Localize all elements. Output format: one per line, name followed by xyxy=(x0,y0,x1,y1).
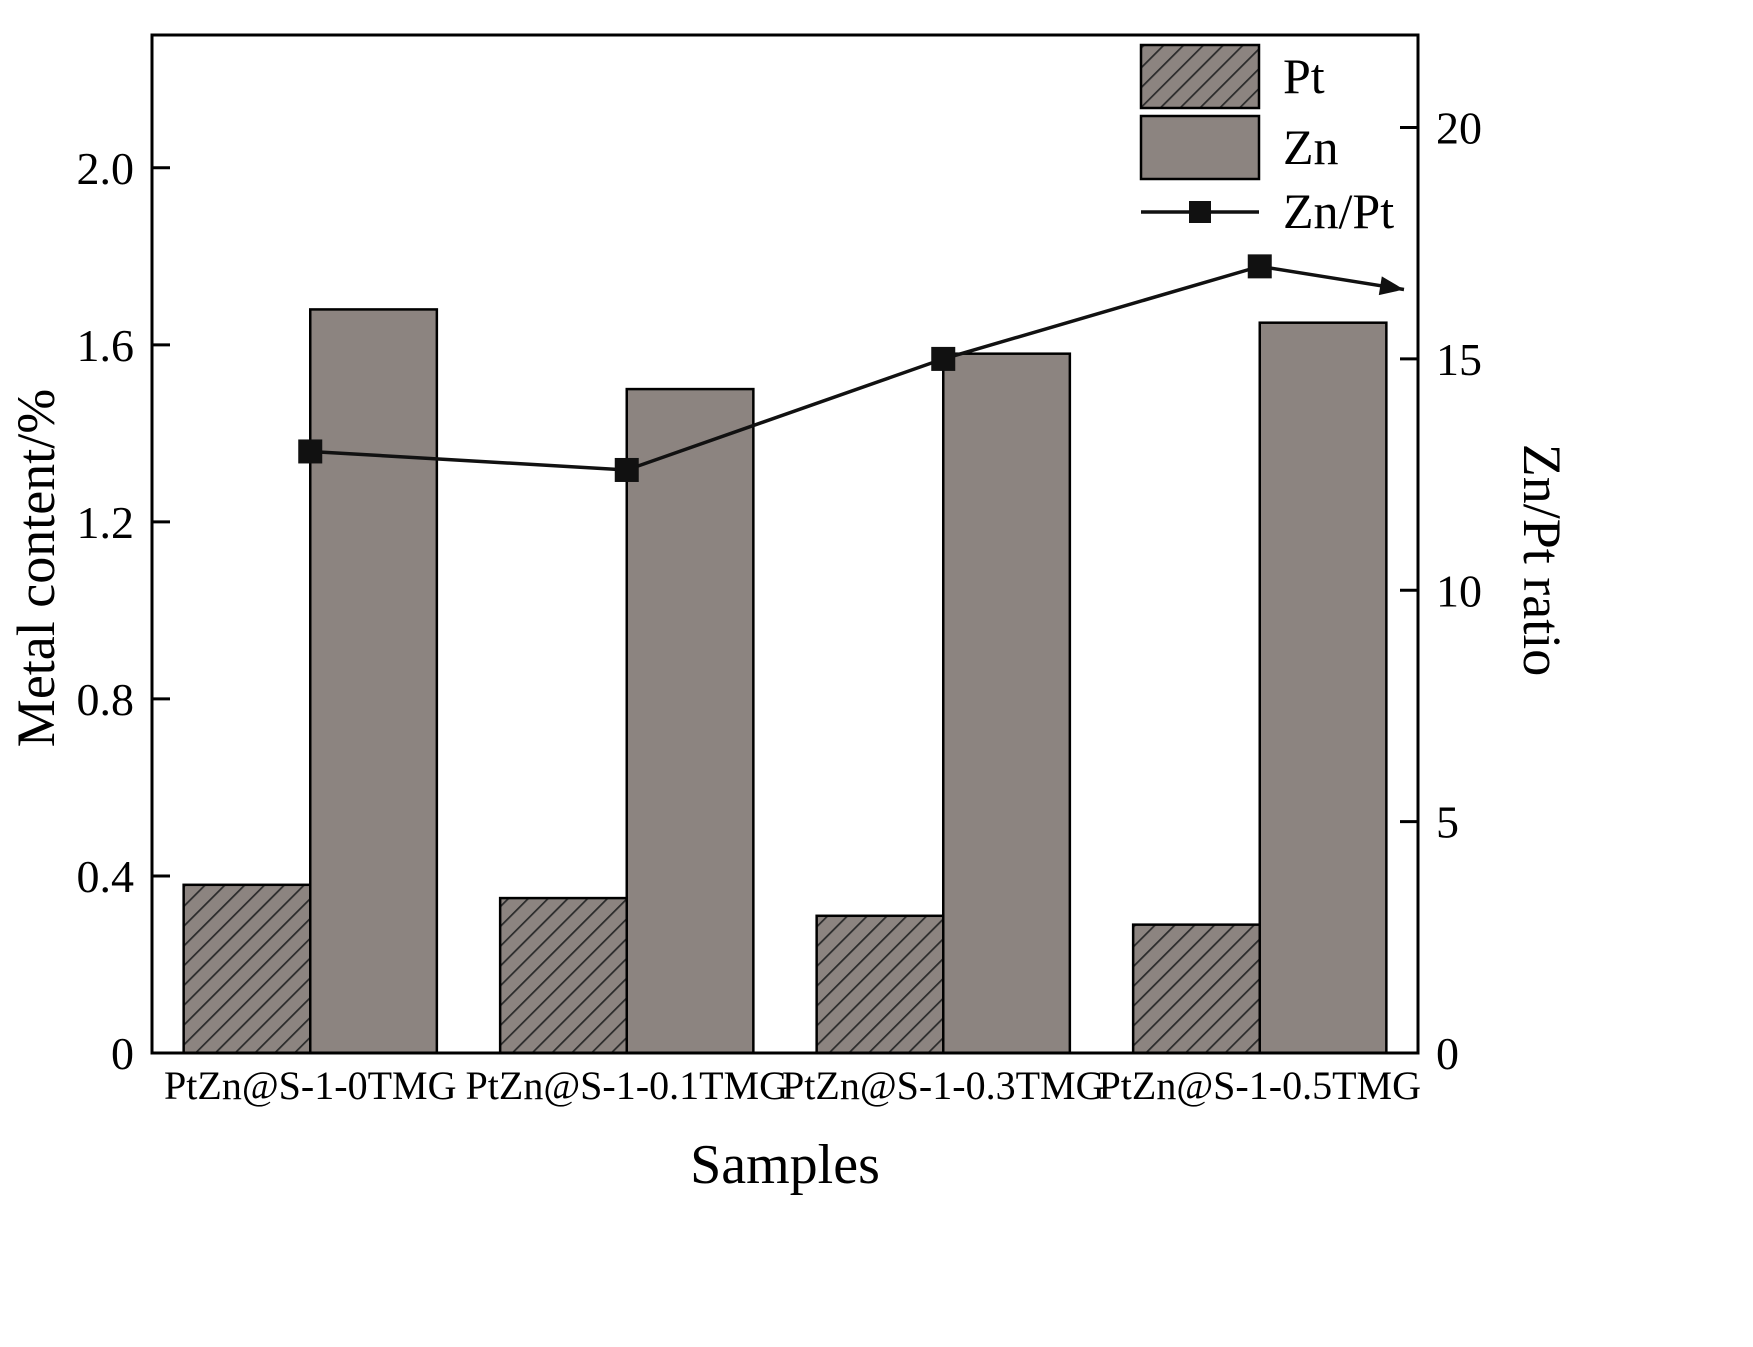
legend-label-pt: Pt xyxy=(1283,48,1325,104)
left-tick-label: 1.6 xyxy=(77,320,135,371)
bar-zn-0 xyxy=(309,308,439,1055)
znpt-marker-2 xyxy=(931,346,956,371)
znpt-marker-0 xyxy=(298,439,323,464)
znpt-marker-3 xyxy=(1247,254,1272,279)
right-tick-label: 10 xyxy=(1436,565,1482,616)
left-tick-label: 1.2 xyxy=(77,497,135,548)
right-tick-label: 0 xyxy=(1436,1028,1459,1079)
x-tick-label-1: PtZn@S-1-0.1TMG xyxy=(466,1063,788,1108)
bar-pt-3 xyxy=(1131,923,1262,1055)
legend-label-zn-pt: Zn/Pt xyxy=(1283,183,1394,239)
bar-pt-1 xyxy=(498,896,628,1055)
bar-pt-2 xyxy=(815,914,945,1055)
znpt-line xyxy=(310,264,1405,472)
legend-marker-znpt xyxy=(1189,201,1211,223)
bar-pt-0 xyxy=(182,883,312,1055)
left-axis-title: Metal content/% xyxy=(6,388,66,748)
left-tick-label: 0.8 xyxy=(77,674,135,725)
legend-swatch-pt xyxy=(1139,43,1261,110)
left-tick-label: 0.4 xyxy=(77,851,135,902)
znpt-arrow-head xyxy=(1378,276,1404,296)
x-tick-label-0: PtZn@S-1-0TMG xyxy=(164,1063,456,1108)
left-tick-label: 0 xyxy=(111,1028,134,1079)
x-axis-title: Samples xyxy=(690,1134,880,1196)
legend-label-zn: Zn xyxy=(1283,119,1339,175)
bar-zn-2 xyxy=(942,352,1072,1055)
right-tick-label: 20 xyxy=(1436,103,1482,154)
legend-swatch-zn xyxy=(1139,114,1261,181)
left-tick-label: 2.0 xyxy=(77,143,135,194)
right-tick-label: 5 xyxy=(1436,797,1459,848)
plot-frame xyxy=(150,33,1420,1055)
bar-zn-1 xyxy=(625,387,755,1055)
right-axis-title: Zn/Pt ratio xyxy=(1512,443,1572,677)
x-tick-label-3: PtZn@S-1-0.5TMG xyxy=(1099,1063,1421,1108)
znpt-marker-1 xyxy=(614,457,639,482)
x-tick-label-2: PtZn@S-1-0.3TMG xyxy=(782,1063,1104,1108)
right-tick-label: 15 xyxy=(1436,334,1482,385)
bar-zn-3 xyxy=(1258,321,1388,1055)
